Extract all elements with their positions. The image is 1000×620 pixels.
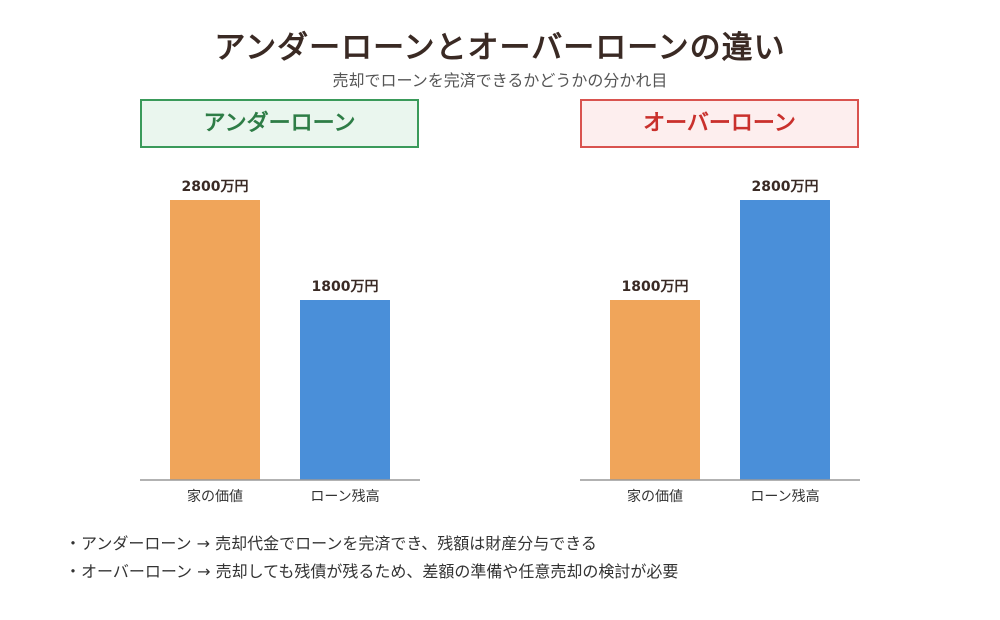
notes: ・アンダーローン → 売却代金でローンを完済でき、残額は財産分与できる ・オーバ…: [65, 533, 678, 589]
note-over-loan: ・オーバーローン → 売却しても残債が残るため、差額の準備や任意売却の検討が必要: [65, 562, 679, 581]
note-under-loan: ・アンダーローン → 売却代金でローンを完済でき、残額は財産分与できる: [65, 534, 597, 553]
chart-subtitle: 売却でローンを完済できるかどうかの分かれ目: [332, 71, 668, 90]
under-loan-value-label-0: 2800万円: [182, 179, 249, 195]
over-loan-category-label-0: 家の価値: [627, 488, 683, 505]
chart-title: アンダーローンとオーバーローンの違い: [214, 30, 786, 66]
under-loan-bar-loan-balance: [300, 300, 390, 480]
under-loan-bar-house-value: [170, 200, 260, 480]
under-loan-header: アンダーローン: [140, 99, 419, 148]
over-loan-value-label-1: 2800万円: [752, 179, 819, 195]
under-loan-category-label-1: ローン残高: [310, 488, 379, 505]
over-loan-bar-loan-balance: [740, 200, 830, 480]
under-loan-category-label-0: 家の価値: [187, 488, 243, 505]
over-loan-category-label-1: ローン残高: [750, 488, 819, 505]
under-loan-value-label-1: 1800万円: [312, 279, 379, 295]
over-loan-value-label-0: 1800万円: [622, 279, 689, 295]
over-loan-bar-house-value: [610, 300, 700, 480]
over-loan-header: オーバーローン: [580, 99, 859, 148]
